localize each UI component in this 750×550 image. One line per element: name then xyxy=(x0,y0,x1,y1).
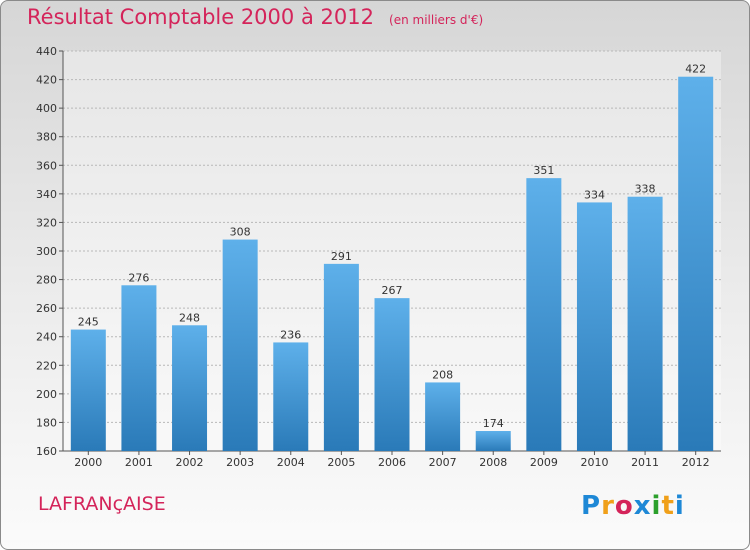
logo-letter: P xyxy=(581,491,602,521)
bar-2004 xyxy=(273,342,309,451)
data-label: 334 xyxy=(584,188,605,201)
y-tick-label: 380 xyxy=(36,131,57,144)
x-tick-label: 2008 xyxy=(479,456,507,469)
data-label: 245 xyxy=(78,316,99,329)
data-label: 236 xyxy=(280,328,301,341)
y-tick-label: 180 xyxy=(36,416,57,429)
y-tick-label: 160 xyxy=(36,445,57,458)
data-label: 308 xyxy=(230,226,251,239)
data-label: 351 xyxy=(533,164,554,177)
x-tick-label: 2002 xyxy=(176,456,204,469)
y-tick-label: 340 xyxy=(36,188,57,201)
bar-2000 xyxy=(70,329,106,451)
y-tick-label: 220 xyxy=(36,359,57,372)
bar-2010 xyxy=(576,202,612,451)
data-label: 422 xyxy=(685,63,706,76)
bar-2003 xyxy=(222,239,258,451)
x-tick-label: 2006 xyxy=(378,456,406,469)
bar-2002 xyxy=(172,325,208,451)
x-tick-label: 2011 xyxy=(631,456,659,469)
bar-2005 xyxy=(323,263,359,451)
logo-letter: t xyxy=(661,491,675,521)
y-tick-label: 300 xyxy=(36,245,57,258)
y-tick-label: 440 xyxy=(36,45,57,58)
x-tick-label: 2009 xyxy=(530,456,558,469)
data-label: 208 xyxy=(432,368,453,381)
bar-2007 xyxy=(425,382,461,451)
y-tick-label: 420 xyxy=(36,74,57,87)
y-tick-label: 360 xyxy=(36,159,57,172)
x-tick-label: 2000 xyxy=(74,456,102,469)
x-tick-label: 2010 xyxy=(580,456,608,469)
logo-letter: x xyxy=(633,491,652,521)
y-tick-label: 240 xyxy=(36,331,57,344)
data-label: 174 xyxy=(483,417,504,430)
bar-2009 xyxy=(526,178,562,451)
data-label: 276 xyxy=(128,271,149,284)
logo-letter: i xyxy=(651,491,662,521)
bar-2006 xyxy=(374,298,410,451)
logo-letter: o xyxy=(614,491,634,521)
y-tick-label: 400 xyxy=(36,102,57,115)
bar-2008 xyxy=(475,431,511,451)
data-label: 267 xyxy=(382,284,403,297)
bar-2011 xyxy=(627,196,663,451)
data-label: 338 xyxy=(635,183,656,196)
y-tick-label: 260 xyxy=(36,302,57,315)
logo-letter: r xyxy=(601,491,615,521)
y-tick-label: 280 xyxy=(36,274,57,287)
logo-letter: i xyxy=(674,491,685,521)
chart-title-main: Résultat Comptable 2000 à 2012 xyxy=(27,5,374,29)
x-tick-label: 2001 xyxy=(125,456,153,469)
y-tick-label: 200 xyxy=(36,388,57,401)
data-label: 248 xyxy=(179,311,200,324)
proxiti-logo: Proxiti xyxy=(581,491,685,521)
y-tick-label: 320 xyxy=(36,216,57,229)
x-tick-label: 2012 xyxy=(682,456,710,469)
chart-title-unit: (en milliers d'€) xyxy=(389,13,484,27)
bar-2001 xyxy=(121,285,157,451)
chart-title: Résultat Comptable 2000 à 2012 (en milli… xyxy=(27,5,483,29)
bar-2012 xyxy=(678,76,714,451)
data-label: 291 xyxy=(331,250,352,263)
x-tick-label: 2005 xyxy=(327,456,355,469)
x-tick-label: 2003 xyxy=(226,456,254,469)
x-tick-label: 2007 xyxy=(429,456,457,469)
x-tick-label: 2004 xyxy=(277,456,305,469)
commune-name: LAFRANçAISE xyxy=(38,493,166,515)
